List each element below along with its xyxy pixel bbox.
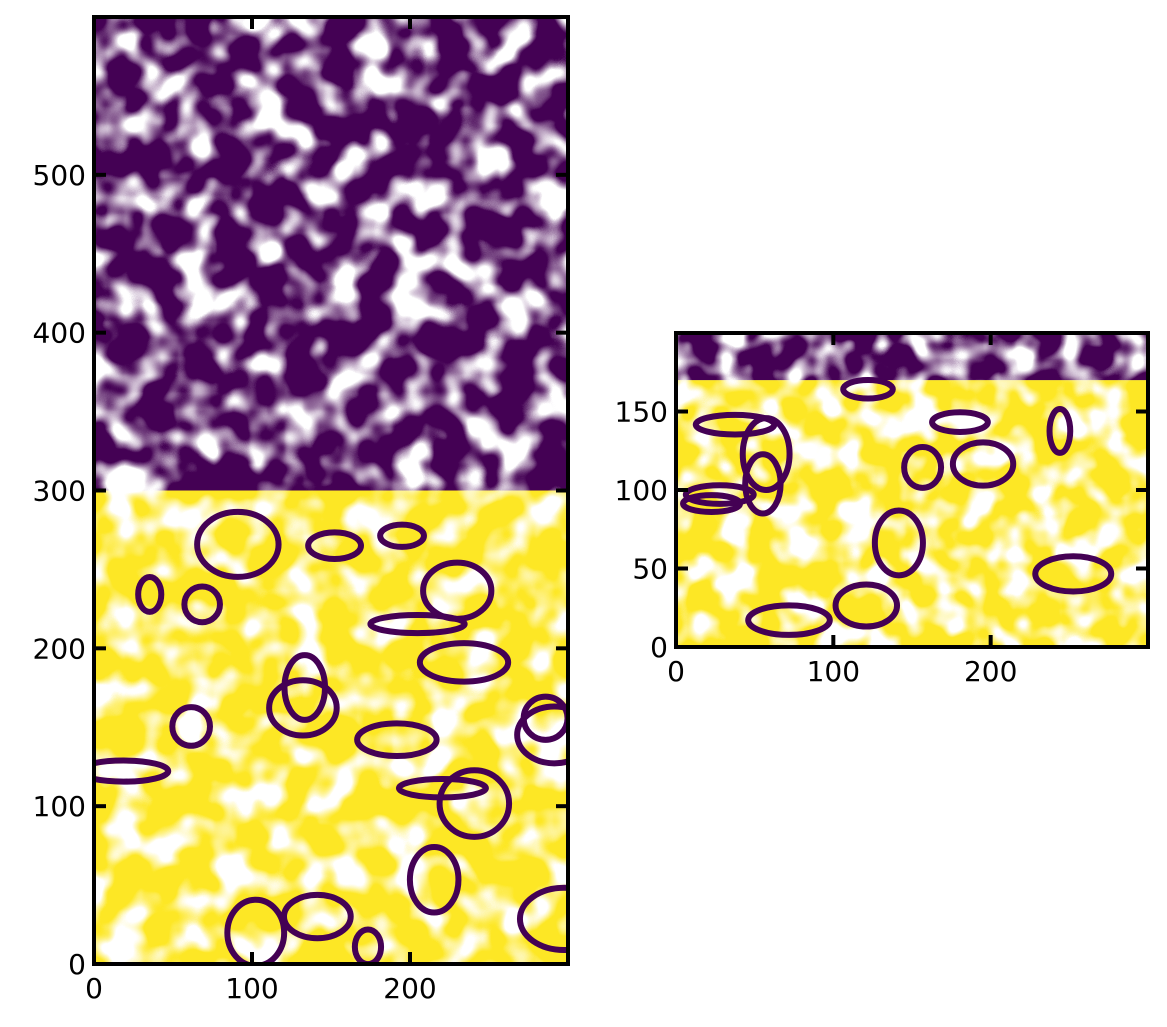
left-x-tick-label: 100	[225, 972, 278, 1005]
left-contour-loop	[169, 704, 213, 749]
left-contour-loop	[516, 884, 568, 954]
right-field	[676, 333, 1148, 647]
left-field	[94, 17, 568, 964]
left-y-tick-label: 300	[33, 475, 86, 508]
left-contour-loop	[281, 891, 354, 942]
right-x-tick-label: 200	[964, 655, 1017, 688]
left-contour-lines	[94, 508, 568, 964]
right-contour-lines	[680, 377, 1115, 638]
left-contour-loop	[135, 573, 165, 615]
right-y-tick-label: 100	[615, 474, 668, 507]
right-contour-loop	[1046, 406, 1074, 456]
left-contour-loop	[416, 640, 512, 685]
left-contour-loop	[354, 720, 440, 760]
right-y-tick-label: 0	[650, 631, 668, 664]
left-contour-loop	[367, 612, 468, 637]
right-contour-loop	[929, 409, 991, 435]
left-y-tick-label: 400	[33, 317, 86, 350]
left-contour-loop	[436, 767, 513, 840]
right-contour-loop	[682, 482, 757, 507]
left-contour-loop	[406, 843, 462, 916]
left-y-tick-label: 0	[68, 948, 86, 981]
right-contour-loop	[692, 411, 778, 438]
left-contour-loop	[224, 896, 288, 964]
right-contour-loop	[871, 507, 926, 579]
left-contour-loop	[351, 926, 385, 964]
left-x-tick-label: 0	[85, 972, 103, 1005]
left-y-tick-label: 100	[33, 790, 86, 823]
right-phase-field-plot: 0 100 200 0 50 100 150	[615, 331, 1150, 688]
right-contour-loop	[949, 439, 1017, 489]
left-contour-loop	[266, 677, 340, 739]
left-contour-loop	[194, 508, 282, 580]
left-contour-loop	[305, 529, 364, 563]
right-contour-loop	[901, 443, 945, 491]
left-x-tick-label: 200	[383, 972, 436, 1005]
left-contour-loop	[377, 521, 427, 550]
left-contour-loop	[181, 583, 223, 626]
right-y-tick-label: 50	[632, 553, 668, 586]
left-contour-loop	[514, 703, 568, 767]
left-y-tick-label: 500	[33, 159, 86, 192]
right-contour-loop	[832, 581, 901, 630]
left-interface-blobs	[94, 17, 568, 964]
right-contour-loop	[840, 377, 896, 402]
right-x-tick-label: 0	[667, 655, 685, 688]
right-contour-loop	[739, 415, 793, 493]
right-x-tick-label: 100	[807, 655, 860, 688]
left-phase-field-plot: 0 100 200 0 100 200 300 400 500	[33, 15, 570, 1005]
left-contour-loop	[94, 757, 172, 785]
left-y-tick-label: 200	[33, 632, 86, 665]
right-contour-loop	[745, 602, 833, 638]
left-contour-loop	[395, 776, 489, 801]
right-contour-loop	[1032, 553, 1115, 595]
right-y-tick-label: 150	[615, 396, 668, 429]
